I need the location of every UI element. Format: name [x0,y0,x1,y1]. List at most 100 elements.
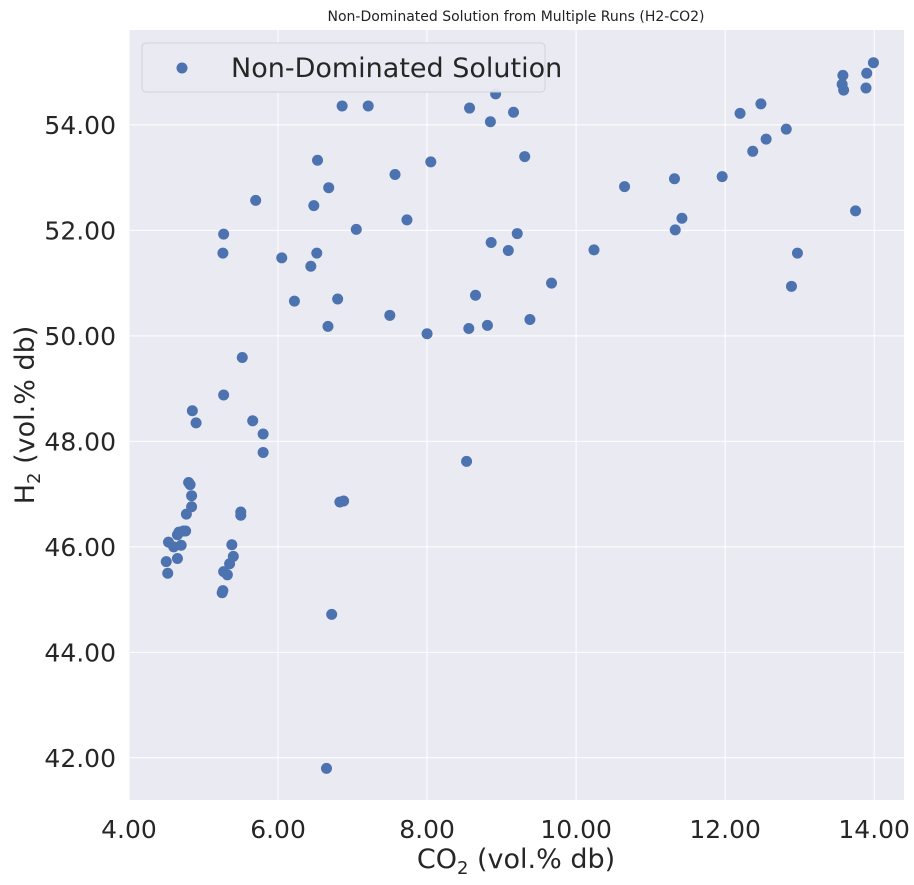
data-point [484,116,496,128]
x-tick-label: 6.00 [250,815,306,844]
legend-box [141,42,546,93]
data-points [160,57,879,774]
y-tick-label: 54.00 [44,111,116,140]
data-point [190,417,202,429]
data-point [247,415,259,427]
data-point [669,224,681,236]
data-point [323,182,335,194]
data-point [288,295,300,307]
legend-marker [176,62,188,74]
data-point [502,244,514,256]
x-tick-label: 14.00 [838,815,910,844]
data-point [760,133,772,145]
data-point [218,228,230,240]
data-point [861,67,873,79]
y-axis-label: H2 (vol.% db) [10,326,45,505]
data-point [217,247,229,259]
x-axis-ticks: 4.00 6.00 8.00 10.00 12.00 14.00 [101,815,910,844]
data-point [785,280,797,292]
data-point [676,212,688,224]
data-point [257,428,269,440]
data-point [276,252,288,264]
data-point [312,154,324,166]
legend-label: Non-Dominated Solution [231,53,562,84]
data-point [389,169,401,181]
data-point [508,106,520,118]
data-point [838,84,850,96]
data-point [755,98,767,110]
data-point [747,145,759,157]
data-point [235,509,247,521]
data-point [780,123,792,135]
data-point [350,223,362,235]
data-point [322,320,334,332]
data-point [734,107,746,119]
chart-title: Non-Dominated Solution from Multiple Run… [327,9,704,25]
data-point [336,100,348,112]
data-point [326,608,338,620]
data-point [218,389,230,401]
x-tick-label: 4.00 [101,815,157,844]
data-point [464,102,476,114]
data-point [485,237,497,249]
data-point [257,446,269,458]
data-point [524,314,536,326]
x-tick-label: 12.00 [689,815,761,844]
data-point [668,173,680,185]
data-point [546,277,558,289]
data-point [186,405,198,417]
legend: Non-Dominated Solution [141,42,562,93]
data-point [850,205,862,217]
y-tick-label: 48.00 [44,427,116,456]
data-point [162,567,174,579]
y-axis-ticks: 42.00 44.00 46.00 48.00 50.00 52.00 54.00 [44,111,116,773]
data-point [791,247,803,259]
data-point [236,352,248,364]
data-point [226,539,238,551]
data-point [320,762,332,774]
data-point [588,244,600,256]
data-point [481,319,493,331]
data-point [401,214,413,226]
data-point [180,525,192,537]
y-tick-label: 50.00 [44,322,116,351]
x-axis-label: CO2 (vol.% db) [417,844,615,879]
y-tick-label: 46.00 [44,533,116,562]
x-tick-label: 8.00 [399,815,455,844]
x-tick-label: 10.00 [540,815,612,844]
data-point [470,289,482,301]
data-point [338,495,350,507]
data-point [716,171,728,183]
data-point [421,328,433,340]
data-point [519,151,531,163]
data-point [463,323,475,335]
data-point [217,585,229,597]
data-point [362,100,374,112]
data-point [221,569,233,581]
data-point [171,552,183,564]
data-point [250,194,262,206]
data-point [160,556,172,568]
data-point [867,57,879,69]
data-point [186,501,198,513]
y-tick-label: 44.00 [44,638,116,667]
data-point [308,200,320,212]
data-point [384,309,396,321]
data-point [425,156,437,168]
data-point [837,69,849,81]
data-point [227,550,239,562]
data-point [332,293,344,305]
data-point [311,247,323,259]
data-point [619,181,631,193]
data-point [184,479,196,491]
data-point [305,260,317,272]
data-point [511,228,523,240]
plot-area [129,30,904,800]
y-tick-label: 52.00 [44,216,116,245]
data-point [461,455,473,467]
data-point [175,539,187,551]
data-point [186,490,198,502]
y-tick-label: 42.00 [44,744,116,773]
data-point [860,82,872,94]
